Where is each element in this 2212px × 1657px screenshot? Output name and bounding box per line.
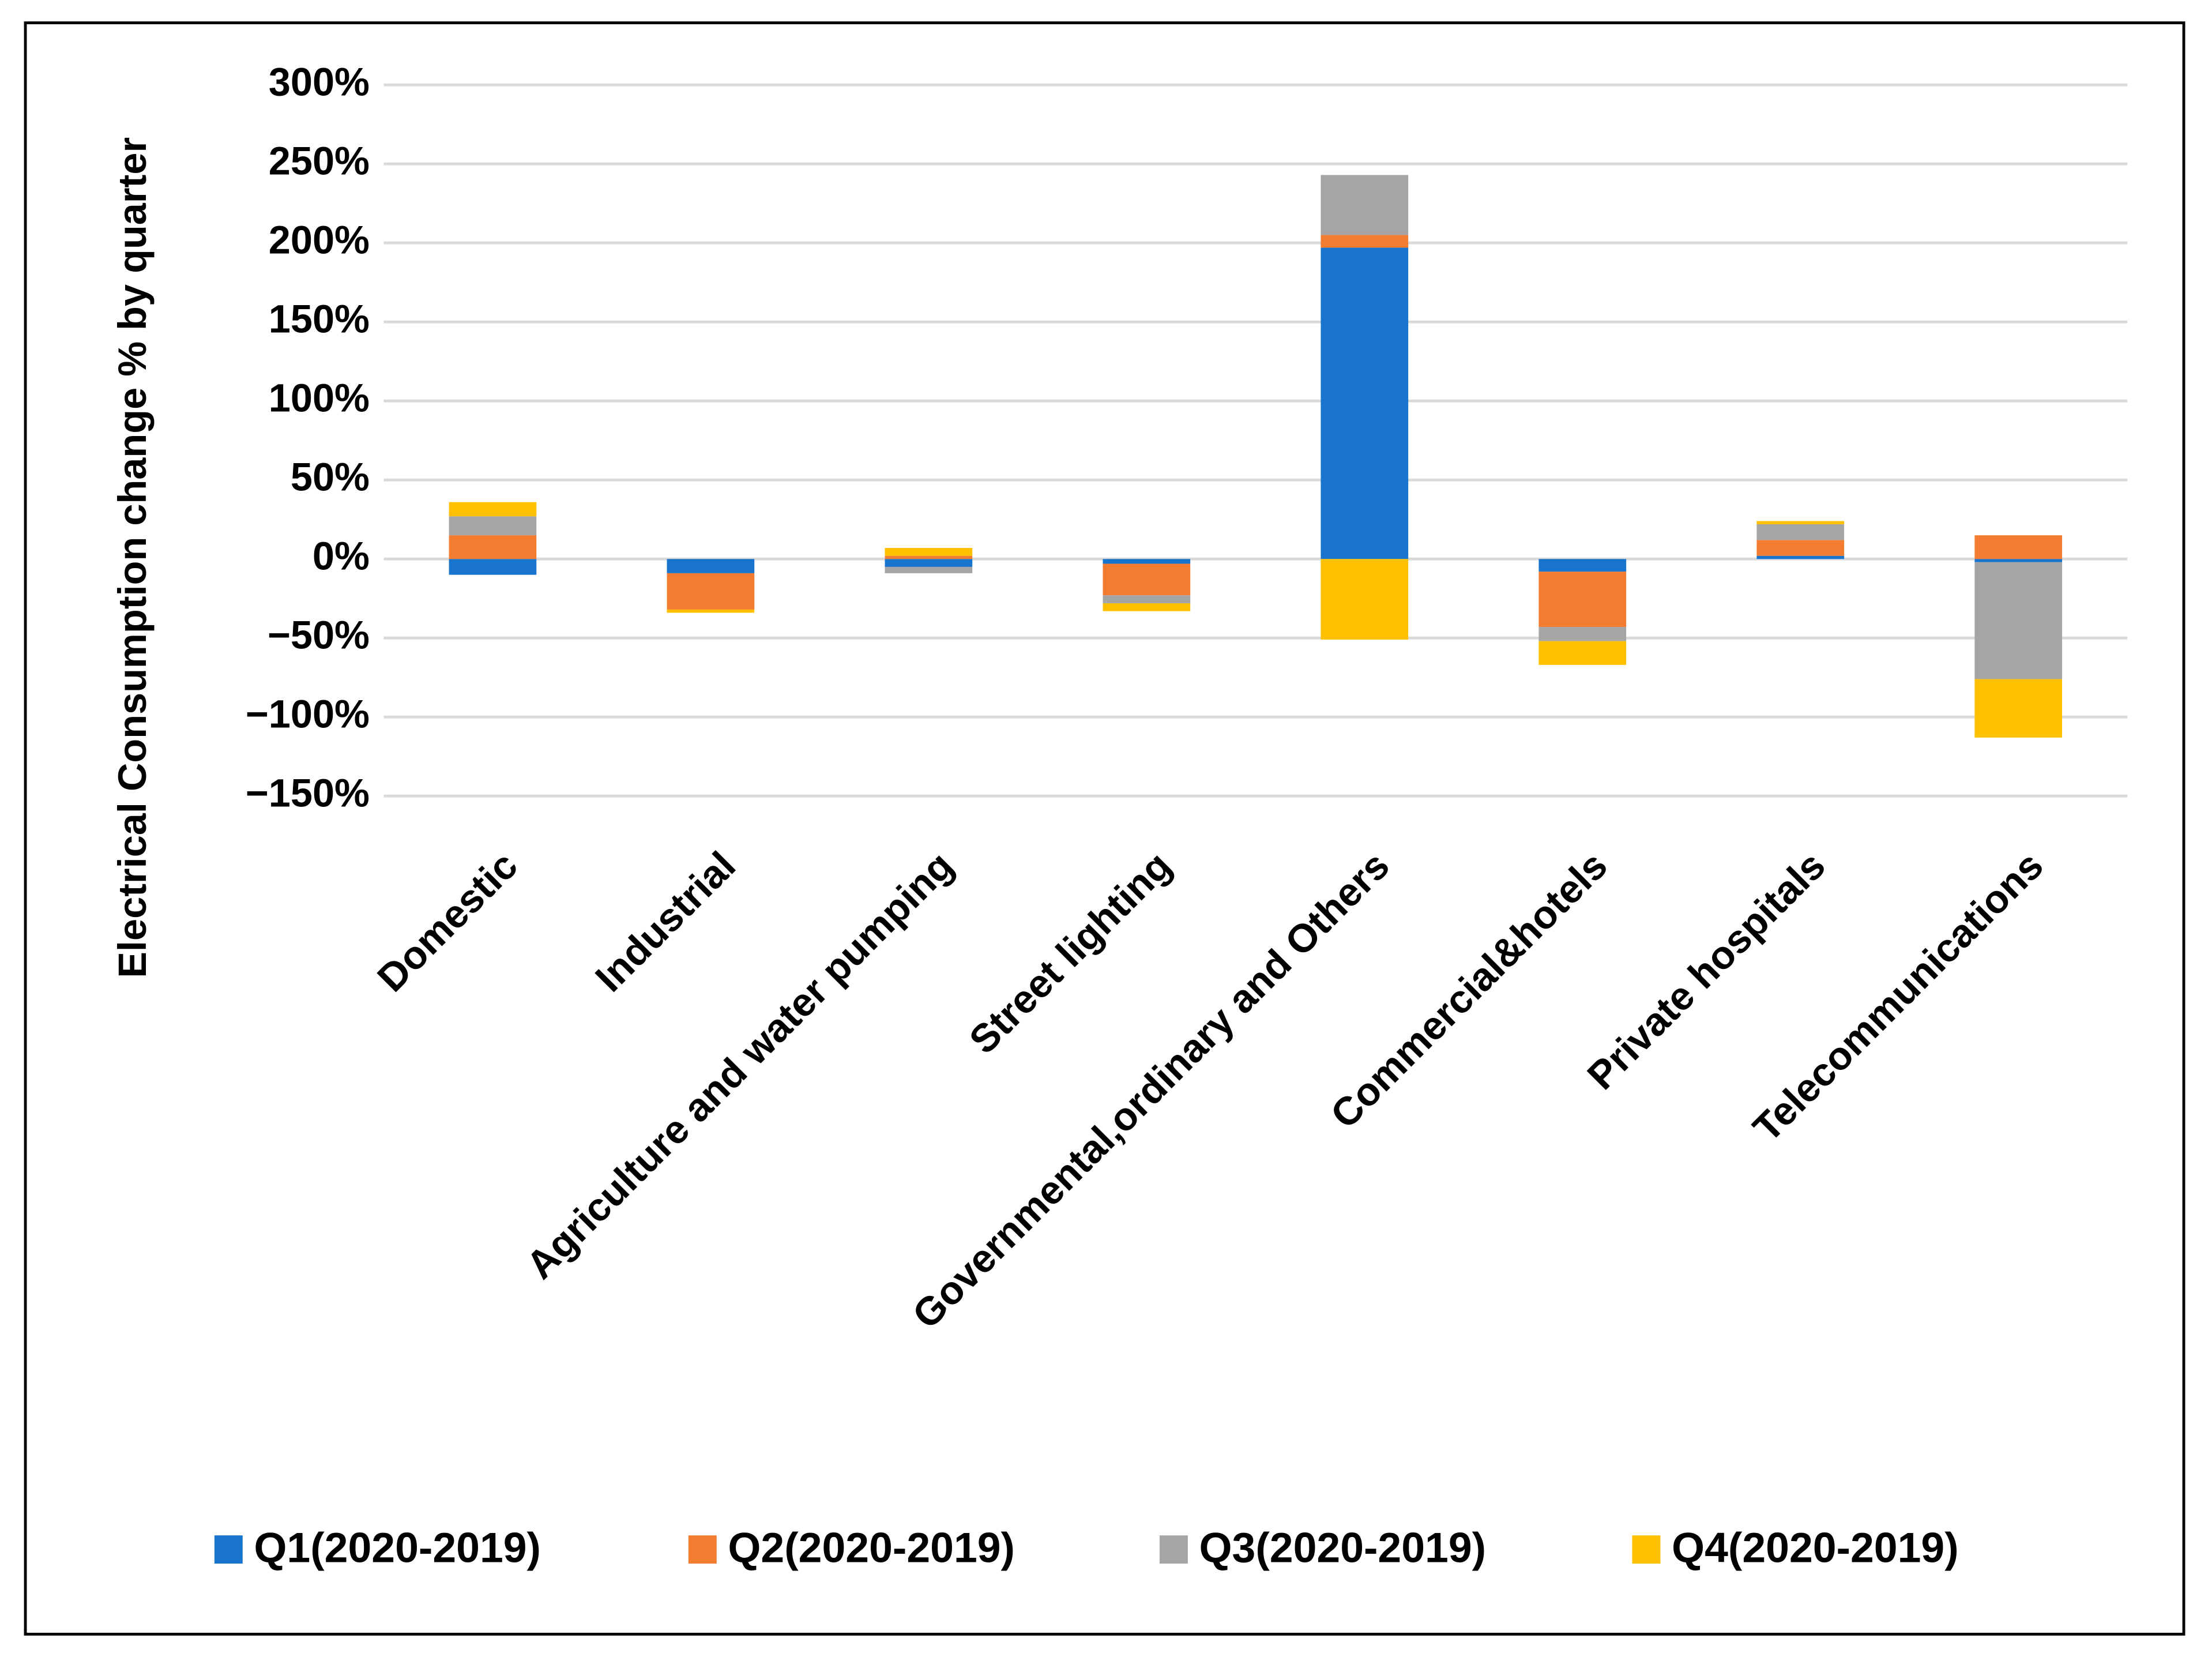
bar-segment	[885, 566, 973, 573]
y-tick-label: −50%	[268, 613, 370, 657]
bar-segment	[1321, 559, 1409, 640]
legend-swatch	[688, 1535, 717, 1564]
bar-segment	[449, 502, 537, 517]
bar-segment	[667, 573, 755, 610]
y-tick-label: −100%	[246, 692, 370, 736]
bar-segment	[1321, 247, 1409, 559]
bar-segment	[1756, 540, 1845, 556]
y-tick-label: 300%	[269, 59, 370, 104]
bar-segment	[885, 559, 973, 567]
bar-segment	[1321, 175, 1409, 235]
bar-segment	[1756, 524, 1845, 540]
legend-label: Q1(2020-2019)	[254, 1524, 541, 1571]
legend-swatch	[214, 1535, 243, 1564]
bar-segment	[1103, 563, 1191, 596]
bar-segment	[1974, 559, 2063, 562]
bar-segment	[1756, 521, 1845, 524]
chart-border	[24, 21, 2185, 1636]
bar-segment	[885, 548, 973, 556]
y-tick-label: 0%	[313, 533, 370, 578]
y-tick-label: 50%	[291, 454, 370, 499]
legend-label: Q2(2020-2019)	[728, 1524, 1015, 1571]
bar-segment	[1974, 679, 2063, 738]
y-tick-label: 250%	[269, 138, 370, 183]
bar-segment	[1974, 535, 2063, 559]
bar-segment	[1538, 572, 1627, 628]
bar-segment	[667, 559, 755, 573]
y-axis-title: Electrical Consumption change % by quart…	[110, 137, 155, 978]
bar-segment	[1103, 559, 1191, 564]
bar-segment	[449, 535, 537, 559]
bar-segment	[1538, 559, 1627, 572]
y-tick-label: −150%	[246, 771, 370, 815]
legend-swatch	[1632, 1535, 1661, 1564]
bar-segment	[449, 516, 537, 536]
y-tick-label: 150%	[269, 296, 370, 341]
y-tick-label: 100%	[269, 375, 370, 420]
bar-segment	[885, 555, 973, 559]
bar-segment	[1103, 603, 1191, 611]
bar-segment	[667, 609, 755, 613]
legend-label: Q4(2020-2019)	[1672, 1524, 1959, 1571]
bar-segment	[1321, 235, 1409, 248]
bar-segment	[449, 559, 537, 575]
bar-segment	[1756, 555, 1845, 559]
legend-label: Q3(2020-2019)	[1199, 1524, 1486, 1571]
bar-segment	[1103, 595, 1191, 603]
bar-segment	[1974, 562, 2063, 679]
legend-swatch	[1159, 1535, 1188, 1564]
y-tick-label: 200%	[269, 217, 370, 262]
bar-segment	[1538, 627, 1627, 641]
bar-segment	[1538, 641, 1627, 665]
